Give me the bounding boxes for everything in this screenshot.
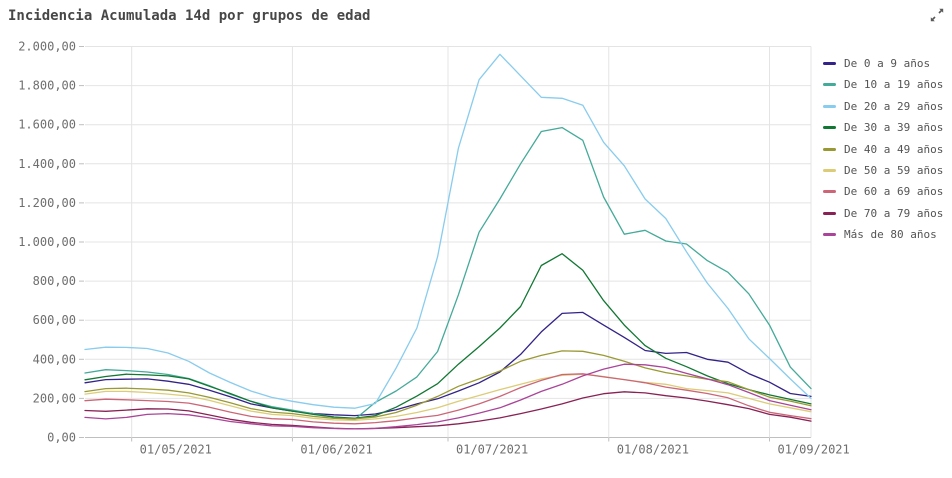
legend-item-label: De 10 a 19 años bbox=[844, 78, 944, 92]
legend-item[interactable]: De 60 a 69 años bbox=[823, 185, 949, 198]
legend-item[interactable]: De 50 a 59 años bbox=[823, 164, 949, 177]
series-line-de-50-a-59-años[interactable] bbox=[84, 373, 812, 421]
series-line-de-0-a-9-años[interactable] bbox=[84, 311, 812, 417]
legend-swatch bbox=[823, 211, 836, 215]
series-line-de-30-a-39-años[interactable] bbox=[84, 253, 812, 419]
legend: De 0 a 9 años De 10 a 19 años De 20 a 29 a… bbox=[823, 57, 949, 250]
legend-item[interactable]: De 70 a 79 años bbox=[823, 207, 949, 220]
legend-item[interactable]: De 0 a 9 años bbox=[823, 57, 949, 70]
legend-swatch bbox=[823, 62, 836, 65]
legend-swatch bbox=[823, 233, 836, 237]
legend-item-label: Más de 80 años bbox=[844, 228, 937, 242]
y-tick-label: 1.200,00 bbox=[18, 196, 76, 210]
y-tick-label: 0,00 bbox=[47, 431, 76, 445]
legend-swatch bbox=[823, 83, 836, 87]
y-tick-label: 400,00 bbox=[33, 352, 76, 366]
legend-item-label: De 40 a 49 años bbox=[844, 142, 944, 156]
y-tick-label: 200,00 bbox=[33, 391, 76, 405]
legend-item-label: De 20 a 29 años bbox=[844, 99, 944, 113]
legend-swatch bbox=[823, 126, 836, 130]
legend-item[interactable]: De 10 a 19 años bbox=[823, 78, 949, 91]
legend-item-label: De 70 a 79 años bbox=[844, 206, 944, 220]
series-line-de-20-a-29-años[interactable] bbox=[84, 53, 812, 409]
legend-swatch bbox=[823, 190, 836, 194]
series-line-de-60-a-69-años[interactable] bbox=[84, 373, 812, 425]
series-line-más-de-80-años[interactable] bbox=[84, 363, 812, 430]
series-line-de-40-a-49-años[interactable] bbox=[84, 350, 812, 420]
expand-icon[interactable] bbox=[928, 6, 946, 24]
legend-swatch bbox=[823, 104, 836, 108]
legend-swatch bbox=[823, 147, 836, 151]
y-tick-label: 800,00 bbox=[33, 274, 76, 288]
x-tick-label: 01/06/2021 bbox=[300, 443, 372, 457]
chart-title: Incidencia Acumulada 14d por grupos de e… bbox=[8, 8, 371, 24]
x-tick-label: 01/07/2021 bbox=[456, 443, 528, 457]
y-tick-label: 1.000,00 bbox=[18, 235, 76, 249]
legend-item[interactable]: De 30 a 39 años bbox=[823, 121, 949, 134]
legend-item[interactable]: Más de 80 años bbox=[823, 228, 949, 241]
x-tick-label: 01/05/2021 bbox=[140, 443, 212, 457]
y-tick-label: 1.600,00 bbox=[18, 118, 76, 132]
y-tick-label: 600,00 bbox=[33, 313, 76, 327]
series-line-de-70-a-79-años[interactable] bbox=[84, 391, 812, 430]
legend-item-label: De 50 a 59 años bbox=[844, 163, 944, 177]
legend-swatch bbox=[823, 168, 836, 172]
y-tick-label: 1.400,00 bbox=[18, 157, 76, 171]
legend-item[interactable]: De 40 a 49 años bbox=[823, 143, 949, 156]
y-tick-label: 1.800,00 bbox=[18, 79, 76, 93]
legend-item-label: De 60 a 69 años bbox=[844, 185, 944, 199]
x-tick-label: 01/09/2021 bbox=[778, 443, 850, 457]
legend-item-label: De 30 a 39 años bbox=[844, 121, 944, 135]
legend-item-label: De 0 a 9 años bbox=[844, 57, 931, 70]
legend-item[interactable]: De 20 a 29 años bbox=[823, 100, 949, 113]
x-tick-label: 01/08/2021 bbox=[617, 443, 689, 457]
y-tick-label: 2.000,00 bbox=[18, 40, 76, 54]
